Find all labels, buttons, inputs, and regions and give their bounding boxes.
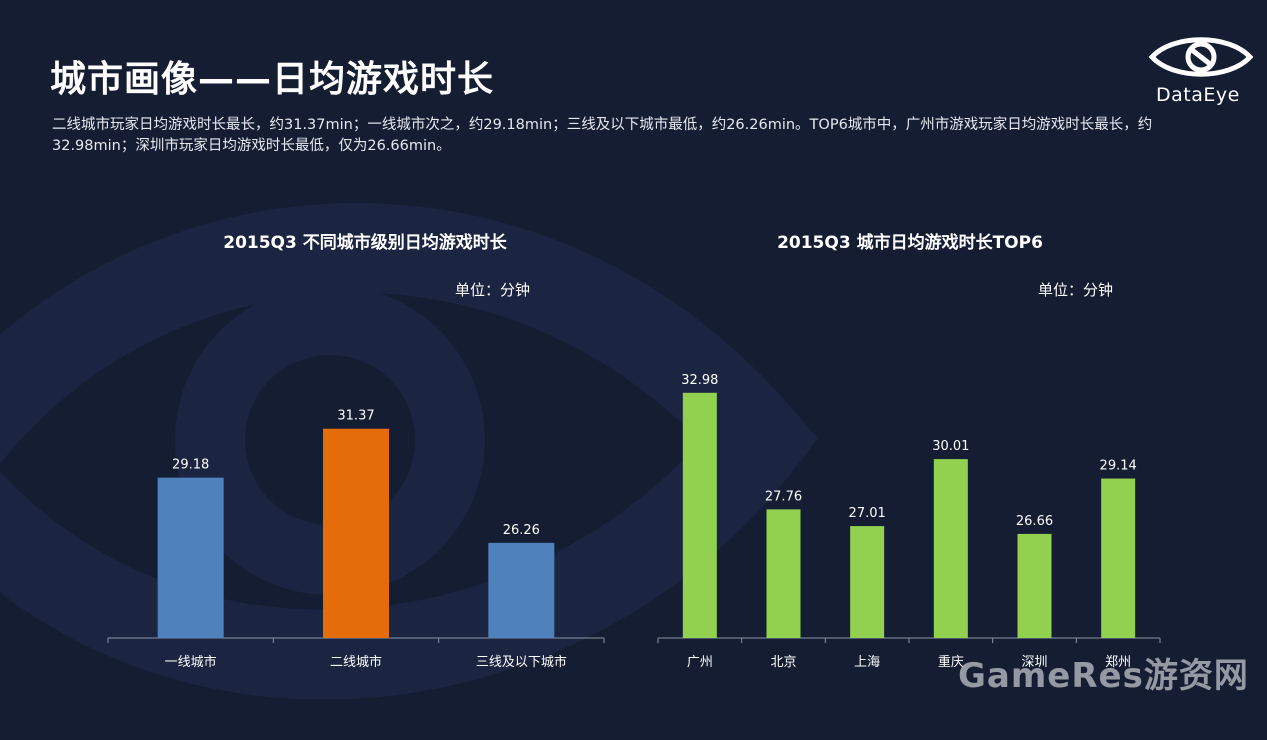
- chart-1-bar: [488, 542, 555, 638]
- dataeye-logo: DataEye: [1148, 30, 1254, 110]
- page-title: 城市画像——日均游戏时长: [50, 59, 495, 100]
- chart-2-bar: [933, 459, 968, 638]
- description-text: 二线城市玩家日均游戏时长最长，约31.37min；一线城市次之，约29.18mi…: [52, 117, 1153, 154]
- chart-2-bar: [1017, 533, 1052, 638]
- gameres-watermark: GameRes游资网: [958, 656, 1249, 696]
- chart-1-value-label: 26.26: [503, 523, 540, 538]
- chart-1-value-label: 31.37: [337, 409, 374, 424]
- chart-2-category-label: 深圳: [1021, 655, 1047, 670]
- eye-icon: [1148, 37, 1254, 77]
- chart-2-category-label: 上海: [854, 655, 880, 670]
- chart-2-unit: 单位：分钟: [1038, 281, 1114, 299]
- chart-1-unit: 单位：分钟: [455, 281, 531, 299]
- charts-canvas: 29.18 一线城市 31.37 二线城市 26.26 三线及以下城市 32.98 广州 27.…: [107, 373, 1161, 670]
- chart-1-category-label: 一线城市: [165, 654, 217, 670]
- chart-2-value-label: 26.66: [1016, 514, 1053, 529]
- chart-2-value-label: 32.98: [681, 373, 718, 388]
- chart-2-bar: [766, 509, 801, 638]
- chart-1-value-label: 29.18: [172, 458, 209, 473]
- chart-2-title: 2015Q3 城市日均游戏时长TOP6: [777, 233, 1043, 253]
- chart-1-bar: [157, 477, 224, 638]
- chart-1-title: 2015Q3 不同城市级别日均游戏时长: [223, 233, 507, 253]
- chart-2-value-label: 27.01: [849, 506, 886, 521]
- chart-2-bar: [850, 526, 885, 638]
- chart-2-bar: [1101, 478, 1136, 638]
- chart-1-category-label: 二线城市: [330, 654, 382, 670]
- chart-2-category-label: 重庆: [938, 654, 964, 670]
- chart-2-category-label: 广州: [687, 655, 713, 670]
- chart-2-value-label: 30.01: [932, 439, 969, 454]
- chart-2-value-label: 27.76: [765, 489, 802, 504]
- chart-2-category-label: 郑州: [1105, 655, 1131, 670]
- chart-1-category-label: 三线及以下城市: [476, 654, 567, 670]
- chart-2-bar: [682, 392, 717, 638]
- logo-text: DataEye: [1156, 84, 1240, 106]
- chart-1-bar: [323, 428, 389, 638]
- chart-2-category-label: 北京: [770, 655, 796, 670]
- chart-2-value-label: 29.14: [1100, 459, 1137, 474]
